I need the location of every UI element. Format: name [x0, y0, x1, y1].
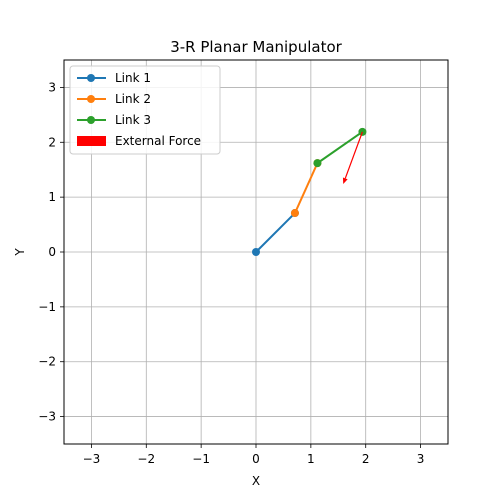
y-tick-label: 2 [48, 135, 56, 149]
y-tick-label: 0 [48, 245, 56, 259]
y-axis-ticks: −3 −2 −1 0 1 2 3 [38, 80, 64, 424]
series-point [252, 248, 260, 256]
legend-marker-link-1 [87, 74, 95, 82]
series-point [290, 209, 299, 218]
external-force [342, 131, 363, 184]
legend-item-link-2: Link 2 [77, 92, 151, 106]
x-tick-label: −1 [192, 452, 210, 466]
x-tick-label: −2 [137, 452, 155, 466]
legend-item-link-1: Link 1 [77, 71, 151, 85]
x-tick-label: −3 [83, 452, 101, 466]
legend-marker-link-2 [87, 95, 95, 103]
legend-label-link-3: Link 3 [115, 113, 151, 127]
force-arrow-head [342, 177, 348, 184]
x-axis-ticks: −3 −2 −1 0 1 2 3 [83, 444, 425, 466]
series-lines [252, 127, 367, 256]
y-axis-label: Y [13, 248, 27, 257]
legend-label-link-2: Link 2 [115, 92, 151, 106]
series-line [316, 131, 363, 164]
series-line [294, 162, 319, 214]
y-tick-label: 3 [48, 80, 56, 94]
y-tick-label: −1 [38, 300, 56, 314]
x-tick-label: 1 [307, 452, 315, 466]
force-arrow-shaft [344, 131, 363, 179]
series-point [313, 159, 322, 168]
legend: Link 1 Link 2 Link 3 External Force [69, 65, 221, 155]
y-tick-label: −2 [38, 355, 56, 369]
legend-label-link-1: Link 1 [115, 71, 151, 85]
x-tick-label: 0 [252, 452, 260, 466]
x-axis-label: X [252, 474, 260, 488]
legend-item-link-3: Link 3 [77, 113, 151, 127]
x-tick-label: 2 [362, 452, 370, 466]
y-tick-label: −3 [38, 410, 56, 424]
legend-item-external-force: External Force [77, 134, 201, 148]
legend-box [69, 65, 221, 155]
series-line [255, 212, 296, 253]
legend-patch-external-force [77, 136, 106, 146]
legend-marker-link-3 [87, 116, 95, 124]
series-3 [313, 127, 367, 168]
legend-label-external-force: External Force [115, 134, 201, 148]
chart-title: 3-R Planar Manipulator [170, 38, 342, 56]
x-tick-label: 3 [417, 452, 425, 466]
y-tick-label: 1 [48, 190, 56, 204]
